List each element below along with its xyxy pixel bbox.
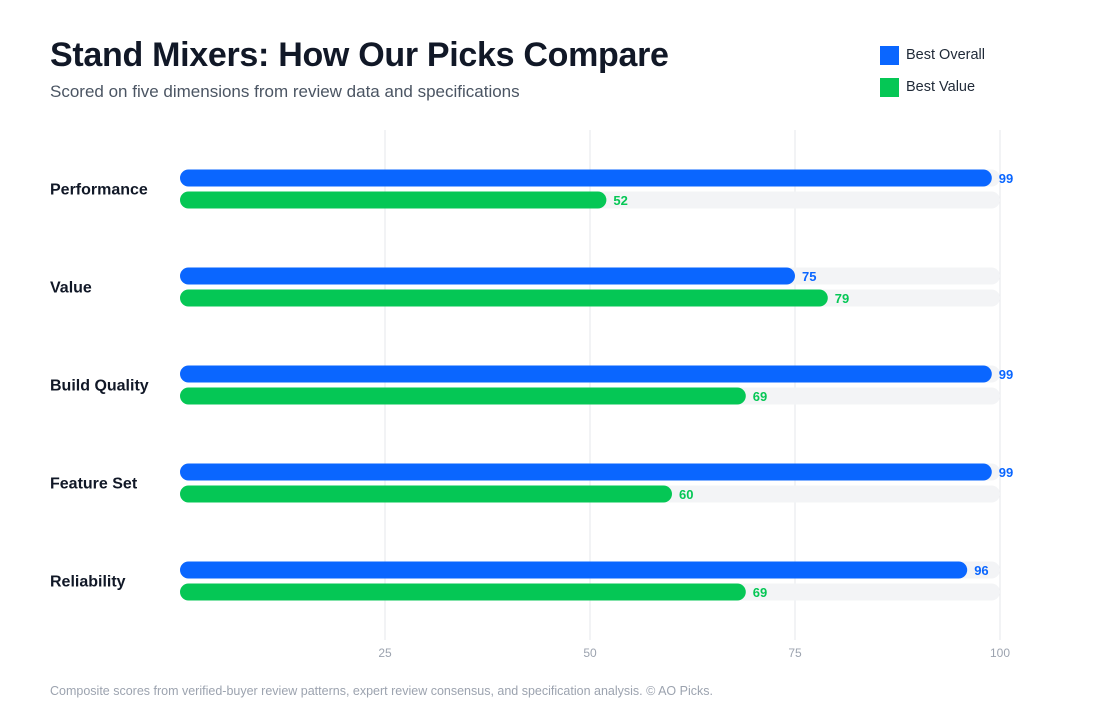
- legend: Best Overall Best Value: [880, 45, 985, 109]
- chart-subtitle: Scored on five dimensions from review da…: [50, 82, 520, 101]
- data-label: 99: [999, 367, 1013, 382]
- footnote: Composite scores from verified-buyer rev…: [50, 684, 713, 698]
- bar: [180, 289, 828, 307]
- bar: [180, 463, 992, 481]
- legend-swatch-best-value: [880, 77, 899, 97]
- bar: [180, 561, 968, 579]
- bar: [180, 169, 992, 187]
- bar: [180, 387, 746, 405]
- bar: [180, 485, 672, 503]
- category-label: Feature Set: [50, 476, 138, 493]
- data-label: 99: [999, 465, 1013, 480]
- x-tick-label: 75: [788, 646, 802, 660]
- data-label: 69: [753, 389, 767, 404]
- legend-item-best-value: Best Value: [880, 77, 985, 97]
- bar: [180, 191, 607, 209]
- data-label: 99: [999, 171, 1013, 186]
- category-label: Value: [50, 280, 92, 297]
- data-label: 69: [753, 585, 767, 600]
- bar: [180, 365, 992, 383]
- category-label: Build Quality: [50, 378, 149, 395]
- x-tick-label: 25: [378, 646, 392, 660]
- data-label: 96: [974, 563, 988, 578]
- bar: [180, 267, 795, 285]
- data-label: 79: [835, 291, 849, 306]
- data-label: 60: [679, 487, 693, 502]
- data-label: 52: [613, 193, 627, 208]
- data-label: 75: [802, 269, 816, 284]
- bar: [180, 583, 746, 601]
- x-tick-label: 100: [990, 646, 1010, 660]
- category-label: Reliability: [50, 574, 126, 591]
- category-label: Performance: [50, 182, 148, 199]
- legend-label-best-value: Best Value: [906, 79, 976, 95]
- legend-swatch-best-overall: [880, 45, 899, 65]
- chart-title: Stand Mixers: How Our Picks Compare: [50, 36, 669, 74]
- legend-item-best-overall: Best Overall: [880, 45, 985, 65]
- legend-label-best-overall: Best Overall: [906, 47, 985, 63]
- x-tick-label: 50: [583, 646, 597, 660]
